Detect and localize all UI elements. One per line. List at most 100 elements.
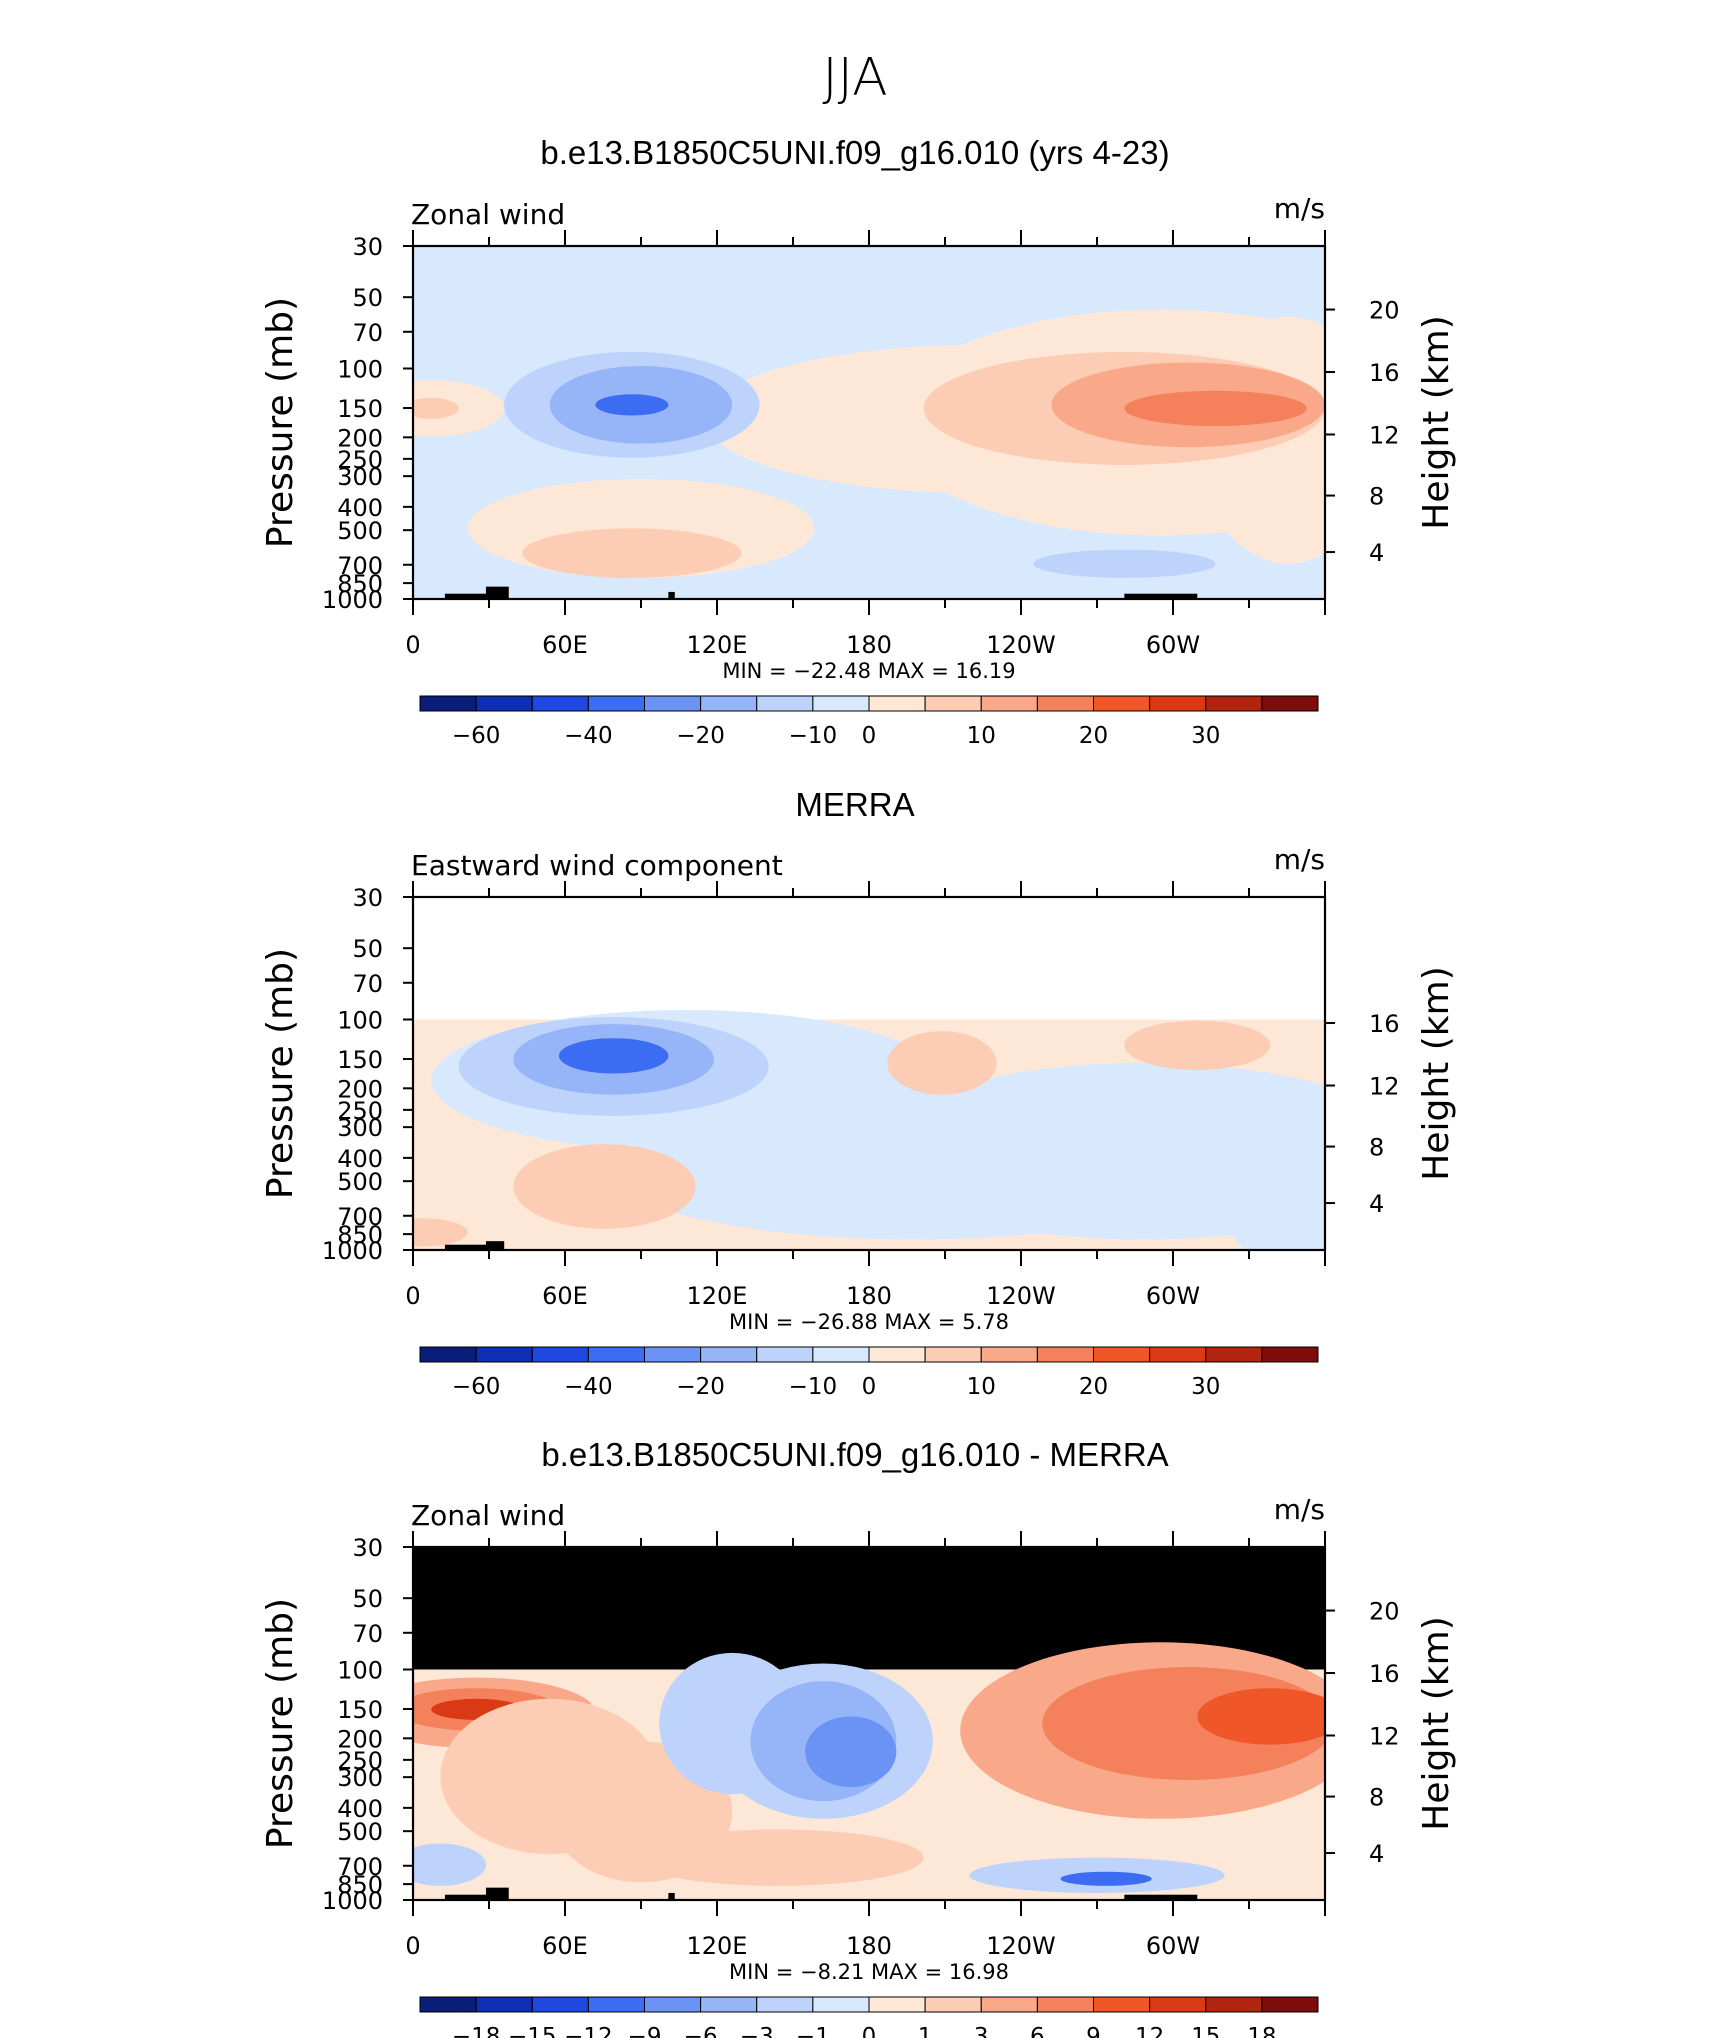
y-tick-label: 850 [337, 1871, 383, 1899]
y-axis-label-right: Height (km) [1416, 1616, 1457, 1830]
colorbar-label: −10 [789, 723, 838, 749]
y-tick-label: 300 [337, 463, 383, 491]
colorbar-label: 9 [1086, 2024, 1101, 2038]
colorbar-label: −10 [789, 1374, 838, 1400]
y-tick-label: 150 [337, 395, 383, 423]
y-tick-label: 50 [352, 935, 383, 963]
contour-fill [413, 510, 459, 575]
units-label: m/s [1274, 192, 1325, 225]
colorbar-swatch [756, 1996, 814, 2013]
colorbar-label: 6 [1030, 2024, 1045, 2038]
y-axis-label-right: Height (km) [1416, 315, 1457, 529]
colorbar-label: −3 [740, 2024, 774, 2038]
colorbar-label: 10 [967, 1374, 996, 1400]
x-tick-label: 60E [542, 1282, 588, 1310]
x-tick-label: 60E [542, 631, 588, 659]
contour-fill [1197, 1688, 1325, 1745]
colorbar-swatch [700, 1346, 758, 1363]
y-axis-label: Pressure (mb) [260, 1598, 301, 1849]
colorbar-swatch [924, 1346, 982, 1363]
colorbar-swatch [1261, 1996, 1319, 2013]
y-tick-label: 300 [337, 1114, 383, 1142]
y-tick-label: 100 [337, 1656, 383, 1684]
height-tick-label: 16 [1369, 1010, 1400, 1038]
x-tick-label: 60W [1146, 1932, 1200, 1960]
colorbar-swatch [531, 1346, 589, 1363]
y-tick-label: 50 [352, 1585, 383, 1613]
height-tick-label: 12 [1369, 1723, 1400, 1751]
colorbar-label: 10 [967, 723, 996, 749]
panel-2-title: MERRA [795, 786, 915, 823]
y-tick-label: 50 [352, 284, 383, 312]
figure-title: JJA [822, 48, 888, 108]
contour-fill [1033, 549, 1216, 578]
colorbar-swatch [980, 695, 1038, 712]
topography-block [444, 1894, 500, 1900]
colorbar-label: 20 [1079, 1374, 1108, 1400]
colorbar-label: −1 [796, 2024, 830, 2038]
y-tick-label: 300 [337, 1764, 383, 1792]
no-data-area [413, 897, 1325, 1020]
y-tick-label: 150 [337, 1696, 383, 1724]
colorbar-label: 18 [1247, 2024, 1276, 2038]
units-label: m/s [1274, 1493, 1325, 1526]
colorbar-swatch [1205, 1346, 1263, 1363]
y-axis-label: Pressure (mb) [260, 297, 301, 548]
colorbar-swatch [419, 1346, 477, 1363]
colorbar-swatch [1093, 1996, 1151, 2013]
colorbar-swatch [644, 1346, 702, 1363]
colorbar-swatch [1261, 1346, 1319, 1363]
y-tick-label: 100 [337, 1006, 383, 1034]
x-tick-label: 120E [687, 631, 748, 659]
colorbar-label: −60 [452, 723, 501, 749]
colorbar-swatch [419, 1996, 477, 2013]
colorbar-swatch [531, 695, 589, 712]
colorbar-swatch [812, 695, 870, 712]
y-tick-label: 500 [337, 1168, 383, 1196]
y-tick-label: 70 [352, 970, 383, 998]
y-tick-label: 70 [352, 319, 383, 347]
panel-1-title: b.e13.B1850C5UNI.f09_g16.010 (yrs 4-23) [540, 134, 1170, 171]
colorbar-swatch [587, 695, 645, 712]
topography-block [668, 1892, 675, 1900]
colorbar-swatch [1036, 1346, 1094, 1363]
height-tick-label: 4 [1369, 1190, 1384, 1218]
x-tick-label: 120W [986, 631, 1056, 659]
colorbar-label: 15 [1191, 2024, 1220, 2038]
min-max-text: MIN = −8.21 MAX = 16.98 [729, 1960, 1009, 1984]
y-tick-label: 30 [352, 1534, 383, 1562]
height-tick-label: 12 [1369, 1073, 1400, 1101]
colorbar-swatch [475, 695, 533, 712]
x-tick-label: 0 [405, 1932, 420, 1960]
y-tick-label: 250 [337, 446, 383, 474]
y-tick-label: 30 [352, 884, 383, 912]
height-tick-label: 4 [1369, 1840, 1384, 1868]
contour-fill [1124, 390, 1307, 427]
colorbar-label: −6 [684, 2024, 718, 2038]
colorbar-swatch [419, 695, 477, 712]
colorbar-swatch [700, 1996, 758, 2013]
colorbar-swatch [980, 1996, 1038, 2013]
colorbar-swatch [868, 1346, 926, 1363]
y-tick-label: 1000 [322, 1887, 383, 1915]
topography-block [444, 1244, 500, 1250]
colorbar-label: 0 [862, 2024, 877, 2038]
contour-fill [558, 1038, 669, 1074]
height-tick-label: 8 [1369, 483, 1384, 511]
colorbar-swatch [644, 695, 702, 712]
colorbar-swatch [531, 1996, 589, 2013]
topography-block [1124, 593, 1198, 599]
y-tick-label: 30 [352, 233, 383, 261]
contour-fill [413, 1843, 486, 1886]
min-max-text: MIN = −26.88 MAX = 5.78 [729, 1310, 1009, 1334]
colorbar-swatch [1149, 1996, 1207, 2013]
y-tick-label: 500 [337, 517, 383, 545]
colorbar-label: −18 [452, 2024, 501, 2038]
colorbar-label: −15 [508, 2024, 557, 2038]
y-axis-label: Pressure (mb) [260, 948, 301, 1199]
colorbar-swatch [812, 1346, 870, 1363]
colorbar-label: −12 [564, 2024, 613, 2038]
x-tick-label: 0 [405, 631, 420, 659]
x-tick-label: 180 [846, 1282, 892, 1310]
